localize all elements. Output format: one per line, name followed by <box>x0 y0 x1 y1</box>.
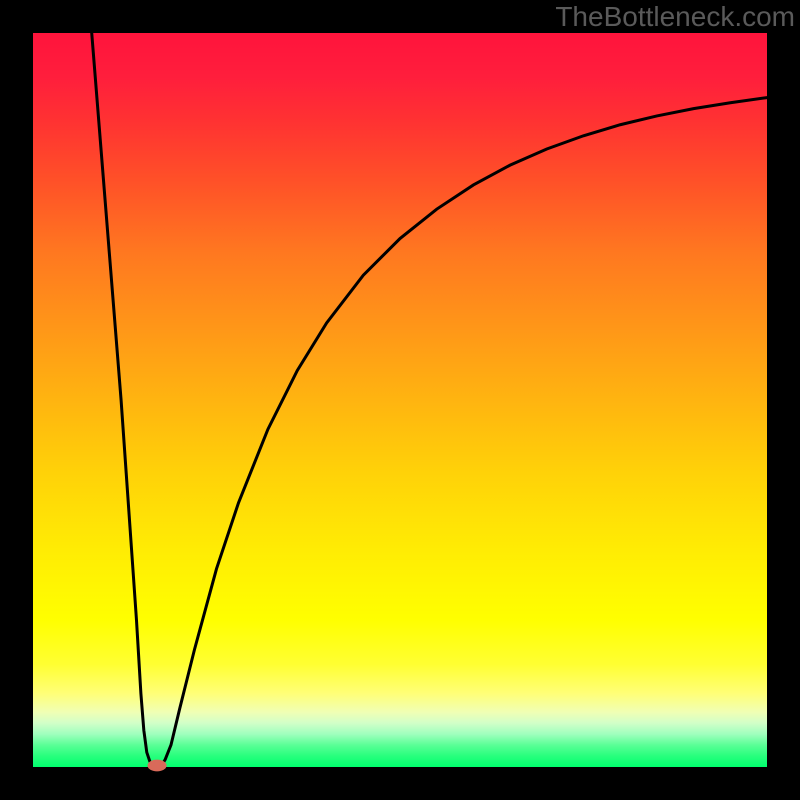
bottleneck-marker <box>148 760 167 772</box>
watermark-text: TheBottleneck.com <box>555 1 795 32</box>
plot-background <box>33 33 767 767</box>
bottleneck-chart: TheBottleneck.com <box>0 0 800 800</box>
chart-container: { "watermark": { "text": "TheBottleneck.… <box>0 0 800 800</box>
